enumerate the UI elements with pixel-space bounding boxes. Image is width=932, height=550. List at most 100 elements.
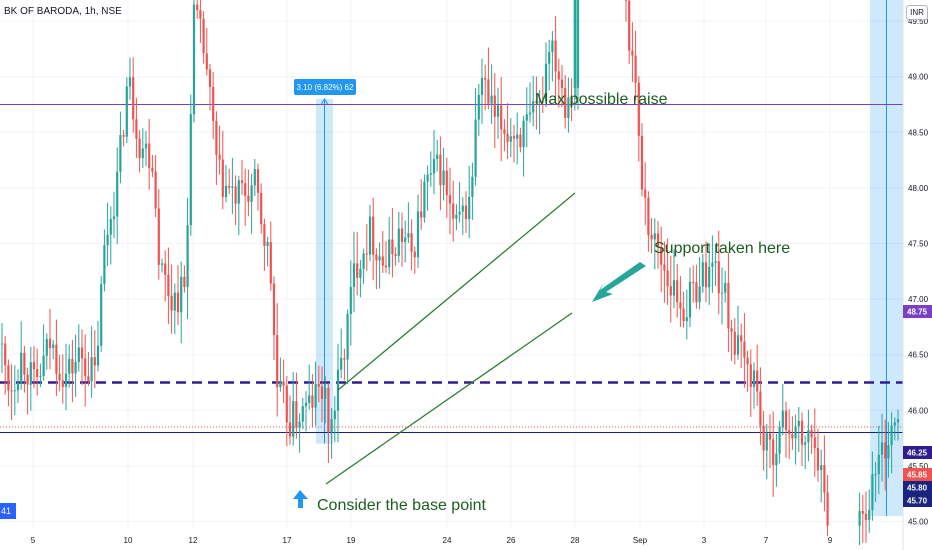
candle-body <box>64 373 68 387</box>
price-label: 48.75 <box>907 308 928 317</box>
candle-body <box>701 262 704 287</box>
candle-body <box>247 195 250 202</box>
y-tick-label: 47.50 <box>908 240 929 249</box>
candle-body <box>688 281 692 318</box>
candle-body <box>295 401 298 428</box>
support-arrow-icon <box>592 262 646 302</box>
candle-body <box>468 196 471 220</box>
candle-body <box>413 251 416 258</box>
candle-body <box>349 286 352 315</box>
candle-body <box>452 203 455 219</box>
candle-body <box>631 50 634 56</box>
candle-body <box>423 181 426 218</box>
candle-body <box>826 492 829 526</box>
candle-body <box>224 185 228 197</box>
candle-body <box>868 510 871 520</box>
candle-body <box>116 171 119 217</box>
measure-tags: 3.10 (6.82%) 623.10 (6.13%) 625.15 (11.4… <box>294 78 356 95</box>
x-tick-label: 17 <box>283 536 292 545</box>
candle-body <box>288 422 292 437</box>
candle-body <box>205 53 208 70</box>
candle-body <box>45 338 48 356</box>
candle-body <box>272 283 276 336</box>
x-tick-label: Sep <box>633 536 648 545</box>
candle-body <box>765 433 768 451</box>
candle-body <box>650 234 653 240</box>
candle-body <box>375 254 378 261</box>
candle-body <box>68 358 71 374</box>
candle-body <box>807 430 810 443</box>
candle-body <box>212 86 215 121</box>
candle-body <box>682 308 685 322</box>
candle-body <box>23 352 26 375</box>
candle-body <box>106 234 109 246</box>
candle-body <box>861 511 864 514</box>
candle-body <box>32 362 36 370</box>
annotation-max-raise: Max possible raise <box>535 91 668 108</box>
candle-body <box>461 205 464 212</box>
candle-body <box>84 358 87 377</box>
candle-body <box>759 391 762 426</box>
candle-body <box>186 225 189 288</box>
candle-body <box>365 253 368 255</box>
candle-body <box>301 406 304 422</box>
y-tick-label: 45.00 <box>908 518 929 527</box>
candle-body <box>666 270 669 287</box>
candle-body <box>893 422 896 426</box>
price-axis[interactable]: 53.5053.0052.5052.0051.5051.0050.5050.00… <box>903 0 932 527</box>
channel-upper-line[interactable] <box>337 192 576 391</box>
candle-body <box>420 211 423 218</box>
candle-body <box>74 361 77 374</box>
x-tick-label: 7 <box>764 536 769 545</box>
annotation-base-point: Consider the base point <box>317 497 487 514</box>
candle-body <box>202 18 205 54</box>
candle-body <box>199 9 202 19</box>
currency-badge[interactable]: INR <box>906 5 928 20</box>
candle-body <box>455 214 458 219</box>
candle-body <box>58 373 61 381</box>
candle-body <box>474 119 477 177</box>
channel-lower-line[interactable] <box>325 312 573 485</box>
candle-body <box>810 430 813 438</box>
candle-body <box>884 442 887 459</box>
candle-body <box>794 426 797 439</box>
time-axis[interactable]: 5 10 12 17 19 24 26 28 Sep 3 7 9 <box>31 536 833 545</box>
candle-body <box>368 216 372 255</box>
horizontal-lines <box>0 104 903 434</box>
candle-body <box>877 454 880 475</box>
candle-body <box>164 263 167 275</box>
candle-body <box>292 401 295 437</box>
candle-body <box>26 374 29 385</box>
candle-body <box>704 262 708 288</box>
x-tick-label: 9 <box>828 536 833 545</box>
candle-body <box>279 381 282 388</box>
candle-body <box>663 264 666 271</box>
y-tick-label: 47.00 <box>908 295 929 304</box>
candle-body <box>493 95 496 117</box>
candle-body <box>640 135 644 190</box>
candle-body <box>711 262 714 267</box>
candle-body <box>634 55 637 83</box>
candle-body <box>736 335 740 355</box>
candle-body <box>36 369 39 377</box>
candle-body <box>685 317 688 322</box>
candle-body <box>528 112 532 115</box>
candle-body <box>762 425 765 451</box>
candle-body <box>714 261 717 263</box>
y-tick-label: 48.50 <box>908 128 929 137</box>
candle-body <box>138 138 141 159</box>
candle-body <box>221 159 224 197</box>
candle-body <box>240 180 244 184</box>
candle-body <box>160 263 164 265</box>
candle-body <box>743 341 746 358</box>
candle-body <box>432 159 436 174</box>
candle-body <box>644 189 647 198</box>
candle-body <box>871 474 874 511</box>
candle-body <box>71 358 74 374</box>
candle-body <box>637 82 640 136</box>
candle-body <box>727 282 730 329</box>
candle-body <box>708 266 711 288</box>
candle-body <box>724 282 727 293</box>
candle-body <box>311 395 314 408</box>
